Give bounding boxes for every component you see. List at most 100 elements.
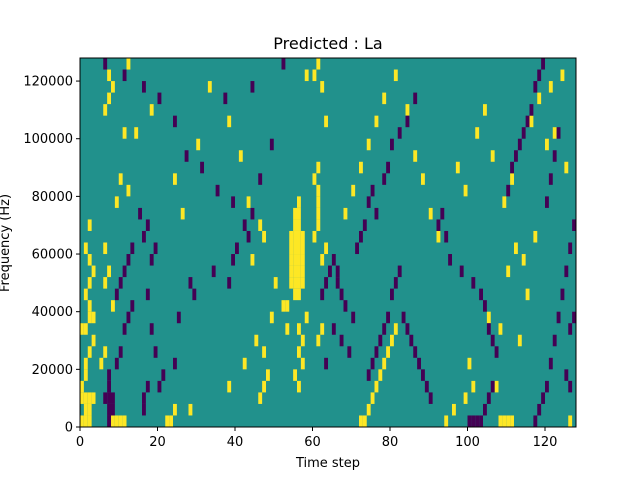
heatmap-cell-high	[80, 392, 84, 404]
heatmap-cell-low	[118, 346, 123, 358]
heatmap-cell-low	[556, 311, 561, 324]
heatmap-cell-low	[390, 288, 394, 301]
heatmap-cell-high	[370, 392, 375, 404]
y-tick-label: 60000	[32, 248, 73, 263]
heatmap-cell-high	[103, 346, 108, 358]
heatmap-cell-high	[537, 92, 542, 105]
heatmap-cell-high	[111, 81, 115, 93]
heatmap-cell-low	[157, 380, 162, 393]
heatmap-cell-high	[312, 230, 317, 243]
heatmap-cell-high	[266, 369, 270, 381]
heatmap-cell-high	[87, 277, 92, 289]
heatmap-cell-low	[409, 334, 414, 347]
heatmap-cell-low	[486, 392, 491, 404]
heatmap-cell-low	[145, 219, 150, 231]
heatmap-cell-low	[510, 161, 515, 174]
heatmap-cell-low	[114, 357, 119, 370]
heatmap-cell-low	[359, 230, 363, 243]
heatmap-cell-high	[568, 415, 573, 427]
heatmap-cell-high	[366, 138, 371, 151]
heatmap-cell-high	[297, 219, 301, 231]
heatmap-cell-high	[483, 104, 487, 116]
heatmap-cell-low	[173, 357, 177, 370]
heatmap-cell-high	[297, 196, 301, 208]
heatmap-cell-low	[142, 81, 146, 93]
y-tick-label: 20000	[32, 363, 73, 378]
heatmap-cell-low	[494, 346, 499, 358]
heatmap-cell-low	[440, 207, 445, 220]
heatmap-cell-high	[289, 254, 294, 266]
heatmap-cell-high	[405, 104, 410, 116]
heatmap-cell-high	[428, 207, 433, 220]
heatmap-cell-low	[173, 115, 177, 128]
heatmap-cell-high	[324, 242, 329, 255]
heatmap-cell-low	[145, 380, 150, 393]
heatmap-cell-high	[269, 311, 274, 324]
heatmap-cell-low	[486, 323, 491, 335]
heatmap-cell-high	[87, 311, 92, 324]
heatmap-cell-low	[200, 161, 205, 174]
heatmap-cell-high	[300, 334, 305, 347]
heatmap-cell-low	[347, 346, 352, 358]
heatmap-cell-low	[339, 334, 344, 347]
heatmap-cell-low	[211, 265, 216, 278]
heatmap-cell-high	[393, 323, 398, 335]
heatmap-cell-low	[142, 392, 146, 404]
heatmap-cell-high	[297, 207, 301, 220]
heatmap-cell-low	[114, 288, 119, 301]
heatmap-cell-low	[471, 277, 476, 289]
heatmap-cell-low	[366, 196, 371, 208]
y-tick-label: 0	[65, 421, 73, 436]
heatmap-cell-high	[436, 230, 441, 243]
heatmap-cell-high	[180, 207, 185, 220]
heatmap-cell-low	[188, 277, 193, 289]
heatmap-cell-high	[91, 265, 96, 278]
heatmap-cell-low	[281, 58, 286, 70]
heatmap-cell-high	[498, 415, 503, 427]
heatmap-cell-high	[413, 150, 418, 162]
chart-title: Predicted : La	[273, 34, 382, 53]
heatmap-cell-low	[126, 254, 131, 266]
heatmap-cell-high	[548, 81, 553, 93]
heatmap-cell-high	[293, 207, 298, 220]
heatmap-cell-high	[122, 127, 127, 139]
heatmap-cell-high	[467, 357, 472, 370]
heatmap-cell-low	[533, 415, 538, 427]
heatmap-cell-low	[103, 392, 108, 404]
heatmap-cell-high	[297, 254, 301, 266]
heatmap-cell-high	[366, 403, 371, 416]
heatmap-cell-high	[250, 254, 255, 266]
heatmap-cell-high	[297, 380, 301, 393]
heatmap-cell-low	[552, 150, 557, 162]
heatmap-cell-low	[397, 265, 402, 278]
heatmap-cell-high	[114, 196, 119, 208]
heatmap-cell-high	[320, 254, 325, 266]
heatmap-cell-low	[479, 415, 484, 427]
heatmap-cell-low	[413, 92, 418, 105]
heatmap-cell-low	[428, 392, 433, 404]
heatmap-cell-high	[293, 230, 298, 243]
heatmap-cell-low	[103, 58, 108, 70]
heatmap-cell-low	[533, 81, 538, 93]
heatmap-cell-high	[351, 184, 356, 197]
heatmap-cell-high	[529, 115, 534, 128]
heatmap-cell-high	[134, 127, 139, 139]
y-axis: 0 20000 40000 60000 80000 100000 120000	[23, 75, 80, 436]
heatmap-cell-low	[564, 265, 569, 278]
heatmap-cell-low	[351, 311, 356, 324]
heatmap-cell-low	[138, 207, 143, 220]
heatmap-cell-high	[87, 300, 92, 312]
heatmap-cell-high	[285, 300, 290, 312]
heatmap-cell-low	[448, 254, 453, 266]
heatmap-cell-low	[436, 219, 441, 231]
heatmap-cell-high	[83, 415, 88, 427]
heatmap-cell-high	[525, 288, 530, 301]
heatmap-cell-high	[118, 415, 123, 427]
heatmap-cell-low	[355, 242, 360, 255]
heatmap-cell-high	[293, 369, 298, 381]
heatmap-cell-high	[83, 369, 88, 381]
heatmap-cell-high	[173, 403, 177, 416]
heatmap-cell-low	[378, 334, 383, 347]
heatmap-cell-low	[331, 323, 336, 335]
heatmap-cell-high	[297, 346, 301, 358]
